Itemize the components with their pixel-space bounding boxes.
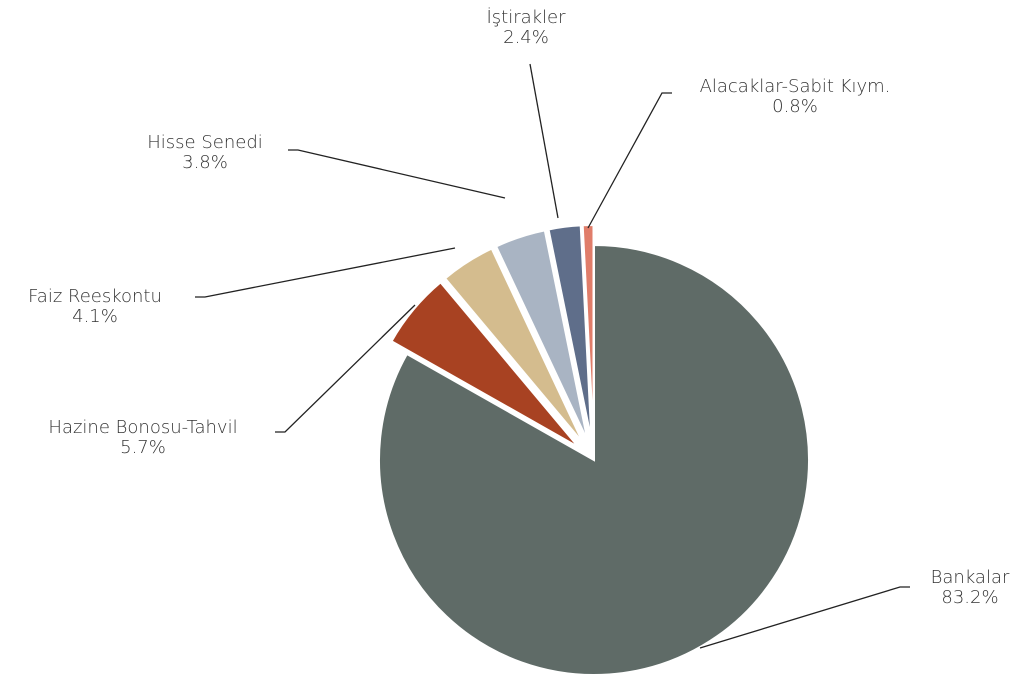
pie-slice: [378, 243, 810, 675]
slice-value: 2.4%: [503, 27, 549, 48]
slice-value: 0.8%: [772, 96, 818, 117]
slice-value: 4.1%: [72, 306, 118, 327]
pie-slice: [494, 229, 589, 442]
leader-line: [288, 149, 506, 199]
slice-value: 3.8%: [182, 152, 228, 173]
pie-slice: [581, 224, 595, 441]
pie-slice: [547, 224, 593, 441]
leader-line: [195, 247, 456, 298]
slice-value: 83.2%: [941, 587, 998, 608]
pie-slice: [443, 247, 585, 444]
leader-line: [699, 586, 910, 649]
slice-label: Alacaklar-Sabit Kıym.: [700, 76, 891, 97]
leader-line: [529, 63, 559, 219]
pie-slice: [390, 280, 580, 449]
leader-line: [275, 304, 416, 433]
slice-label: Bankalar: [931, 567, 1010, 588]
slice-label: İştirakler: [486, 7, 566, 28]
leader-line: [587, 92, 672, 229]
slice-label: Hisse Senedi: [147, 132, 263, 153]
slice-label: Faiz Reeskontu: [28, 286, 162, 307]
slice-label: Hazine Bonosu-Tahvil: [48, 417, 237, 438]
slice-value: 5.7%: [120, 437, 166, 458]
